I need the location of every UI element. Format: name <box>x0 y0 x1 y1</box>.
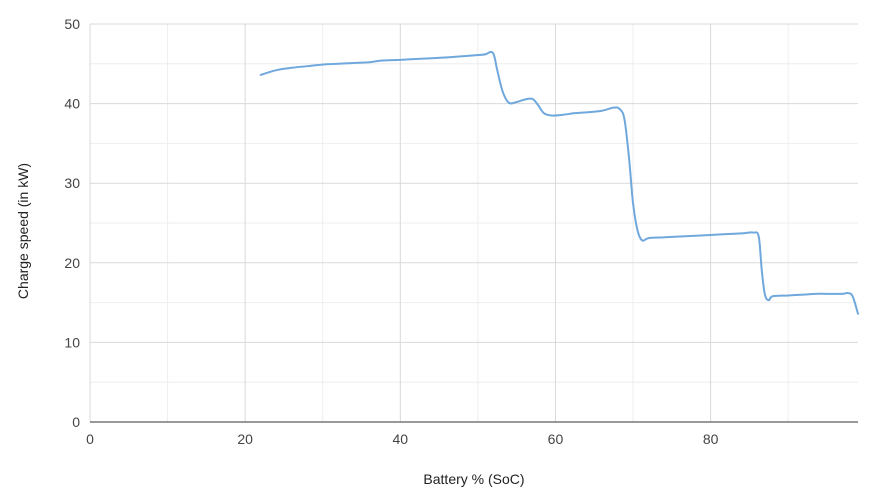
y-tick-labels: 0 10 20 30 40 50 <box>64 16 80 430</box>
x-tick-label: 0 <box>86 431 94 447</box>
y-tick-label: 20 <box>64 255 80 271</box>
y-tick-label: 40 <box>64 96 80 112</box>
x-tick-label: 80 <box>703 431 719 447</box>
major-gridlines <box>89 23 858 422</box>
x-axis-title: Battery % (SoC) <box>423 471 524 487</box>
x-tick-label: 20 <box>237 431 253 447</box>
minor-gridlines <box>90 24 858 422</box>
series-line <box>259 50 859 315</box>
y-tick-label: 0 <box>72 414 80 430</box>
series-layer <box>259 50 859 315</box>
x-tick-labels: 0 20 40 60 80 <box>86 431 719 447</box>
x-tick-label: 40 <box>393 431 409 447</box>
y-tick-label: 50 <box>64 16 80 32</box>
y-axis-title: Charge speed (in kW) <box>15 163 31 299</box>
x-tick-label: 60 <box>548 431 564 447</box>
y-tick-label: 10 <box>64 334 80 350</box>
y-tick-label: 30 <box>64 175 80 191</box>
